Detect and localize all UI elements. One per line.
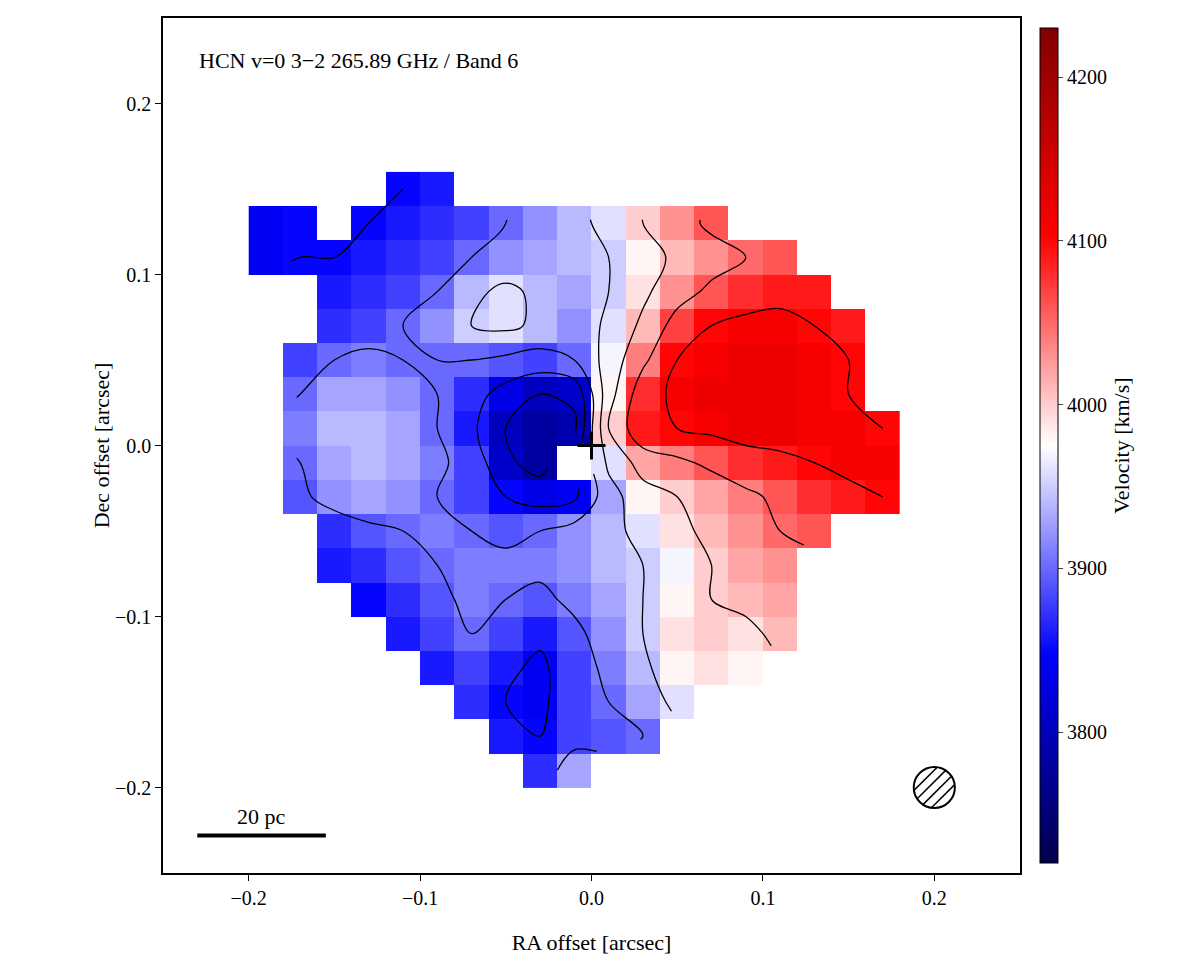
svg-text:0.2: 0.2 bbox=[126, 93, 151, 115]
svg-text:3800: 3800 bbox=[1067, 721, 1107, 743]
svg-text:0.0: 0.0 bbox=[126, 435, 151, 457]
svg-text:Dec offset [arcsec]: Dec offset [arcsec] bbox=[89, 363, 114, 529]
svg-text:0.1: 0.1 bbox=[126, 264, 151, 286]
svg-text:4200: 4200 bbox=[1067, 66, 1107, 88]
svg-text:4000: 4000 bbox=[1067, 394, 1107, 416]
svg-text:HCN v=0 3−2 265.89 GHz / Band: HCN v=0 3−2 265.89 GHz / Band 6 bbox=[199, 48, 518, 73]
svg-text:0.1: 0.1 bbox=[750, 887, 775, 909]
svg-text:Velocity [km/s]: Velocity [km/s] bbox=[1109, 377, 1134, 513]
svg-text:−0.2: −0.2 bbox=[231, 887, 267, 909]
svg-text:0.0: 0.0 bbox=[579, 887, 604, 909]
svg-text:3900: 3900 bbox=[1067, 557, 1107, 579]
svg-text:−0.1: −0.1 bbox=[115, 606, 151, 628]
svg-text:20 pc: 20 pc bbox=[237, 804, 286, 829]
svg-text:0.2: 0.2 bbox=[922, 887, 947, 909]
svg-text:4100: 4100 bbox=[1067, 230, 1107, 252]
svg-text:RA offset [arcsec]: RA offset [arcsec] bbox=[512, 930, 672, 955]
svg-text:−0.2: −0.2 bbox=[115, 777, 151, 799]
svg-text:−0.1: −0.1 bbox=[402, 887, 438, 909]
